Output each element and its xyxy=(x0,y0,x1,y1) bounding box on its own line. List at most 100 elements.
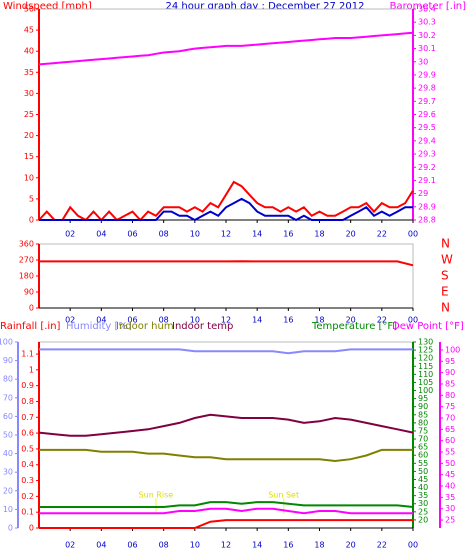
y-tick-label: 29.7 xyxy=(418,97,436,106)
x-tick-label: 00 xyxy=(408,230,418,239)
y-tick-label: 90 xyxy=(445,368,455,377)
y-tick-label: 29.1 xyxy=(418,176,436,185)
y-tick-label: 25 xyxy=(445,516,455,525)
y-tick-label: 30 xyxy=(24,89,34,98)
y-tick-label: 10 xyxy=(3,505,13,514)
x-tick-label: 00 xyxy=(408,316,418,325)
y-tick-label: 0 xyxy=(8,524,13,533)
y-tick-label: 0 xyxy=(29,216,34,225)
y-tick-label: 40 xyxy=(418,483,428,492)
y-tick-label: 50 xyxy=(445,459,455,468)
y-tick-label: 20 xyxy=(24,131,34,140)
y-tick-label: N xyxy=(441,237,450,251)
y-tick-label: 30 xyxy=(3,468,13,477)
y-tick-label: 55 xyxy=(418,459,428,468)
x-tick-label: 10 xyxy=(190,316,200,325)
y-tick-label: 30.2 xyxy=(418,31,436,40)
x-tick-label: 22 xyxy=(377,316,387,325)
series-line xyxy=(39,448,413,463)
y-tick-label: 70 xyxy=(3,393,13,402)
y-tick-label: 1.1 xyxy=(21,350,34,359)
y-tick-label: 50 xyxy=(3,431,13,440)
y-tick-label: 25 xyxy=(418,507,428,516)
y-tick-label: 29.4 xyxy=(418,136,436,145)
y-tick-label: 180 xyxy=(19,272,34,281)
x-tick-label: 12 xyxy=(221,316,231,325)
legend-label: Temperature [°F] xyxy=(311,321,397,332)
y-tick-label: 45 xyxy=(418,475,428,484)
y-tick-label: 30 xyxy=(418,499,428,508)
x-tick-label: 06 xyxy=(127,230,137,239)
x-tick-label: 00 xyxy=(408,541,418,550)
series-line xyxy=(38,413,414,437)
x-tick-label: 14 xyxy=(252,230,262,239)
x-tick-label: 16 xyxy=(283,316,293,325)
x-tick-label: 16 xyxy=(283,541,293,550)
legend-label: Humidity [%] xyxy=(66,321,132,332)
y-tick-label: 35 xyxy=(24,68,34,77)
x-tick-label: 20 xyxy=(346,316,356,325)
x-tick-label: 04 xyxy=(96,316,106,325)
y-tick-label: 29.6 xyxy=(418,110,436,119)
y-tick-label: 29.3 xyxy=(418,150,436,159)
y-tick-label: 115 xyxy=(418,362,433,371)
y-tick-label: 70 xyxy=(418,435,428,444)
y-tick-label: 360 xyxy=(19,240,34,249)
y-tick-label: 60 xyxy=(445,436,455,445)
x-tick-label: 06 xyxy=(127,541,137,550)
y-tick-label: 0.3 xyxy=(21,476,34,485)
y-tick-label: 29.2 xyxy=(418,163,436,172)
annotation: Sun Rise xyxy=(139,491,174,500)
x-tick-label: 04 xyxy=(96,541,106,550)
y-tick-label: 35 xyxy=(418,491,428,500)
y-tick-label: 100 xyxy=(0,338,13,347)
y-tick-label: 5 xyxy=(29,194,34,203)
x-tick-label: 06 xyxy=(127,316,137,325)
y-tick-label: 70 xyxy=(445,413,455,422)
y-tick-label: 100 xyxy=(445,345,460,354)
x-tick-label: 12 xyxy=(221,230,231,239)
y-tick-label: 0.9 xyxy=(21,381,34,390)
plot-area xyxy=(38,243,414,309)
y-tick-label: 45 xyxy=(24,26,34,35)
x-tick-label: 14 xyxy=(252,316,262,325)
barometer-axis-title: Barometer [.in] xyxy=(390,1,466,12)
y-tick-label: 130 xyxy=(418,338,433,347)
y-tick-label: 20 xyxy=(418,515,428,524)
x-tick-label: 02 xyxy=(65,316,75,325)
y-tick-label: 29.5 xyxy=(418,123,436,132)
y-tick-label: 30.1 xyxy=(418,44,436,53)
y-tick-label: 90 xyxy=(418,402,428,411)
y-tick-label: 90 xyxy=(3,356,13,365)
series-line xyxy=(39,507,413,515)
y-tick-label: N xyxy=(441,301,450,315)
series-line xyxy=(39,260,414,267)
y-tick-label: 110 xyxy=(418,370,433,379)
y-tick-label: 0.6 xyxy=(21,429,34,438)
x-tick-label: 20 xyxy=(346,541,356,550)
y-tick-label: 45 xyxy=(445,470,455,479)
y-tick-label: 0 xyxy=(29,304,34,313)
y-tick-label: 29.8 xyxy=(418,84,436,93)
y-tick-label: W xyxy=(441,253,453,267)
x-tick-label: 16 xyxy=(283,230,293,239)
x-tick-label: 04 xyxy=(96,230,106,239)
x-tick-label: 10 xyxy=(190,541,200,550)
y-tick-label: 65 xyxy=(418,443,428,452)
y-tick-label: E xyxy=(441,285,449,299)
y-tick-label: 29 xyxy=(418,189,428,198)
y-tick-label: 120 xyxy=(418,354,433,363)
x-tick-label: 20 xyxy=(346,230,356,239)
y-tick-label: 55 xyxy=(445,448,455,457)
x-tick-label: 08 xyxy=(159,541,169,550)
y-tick-label: 90 xyxy=(24,288,34,297)
y-tick-label: 0.8 xyxy=(21,397,34,406)
y-tick-label: 20 xyxy=(3,486,13,495)
y-tick-label: 30 xyxy=(418,57,428,66)
series-line xyxy=(39,501,414,508)
y-tick-label: 270 xyxy=(19,256,34,265)
plot-area xyxy=(38,8,414,221)
y-tick-label: 100 xyxy=(418,386,433,395)
x-tick-label: 22 xyxy=(377,541,387,550)
